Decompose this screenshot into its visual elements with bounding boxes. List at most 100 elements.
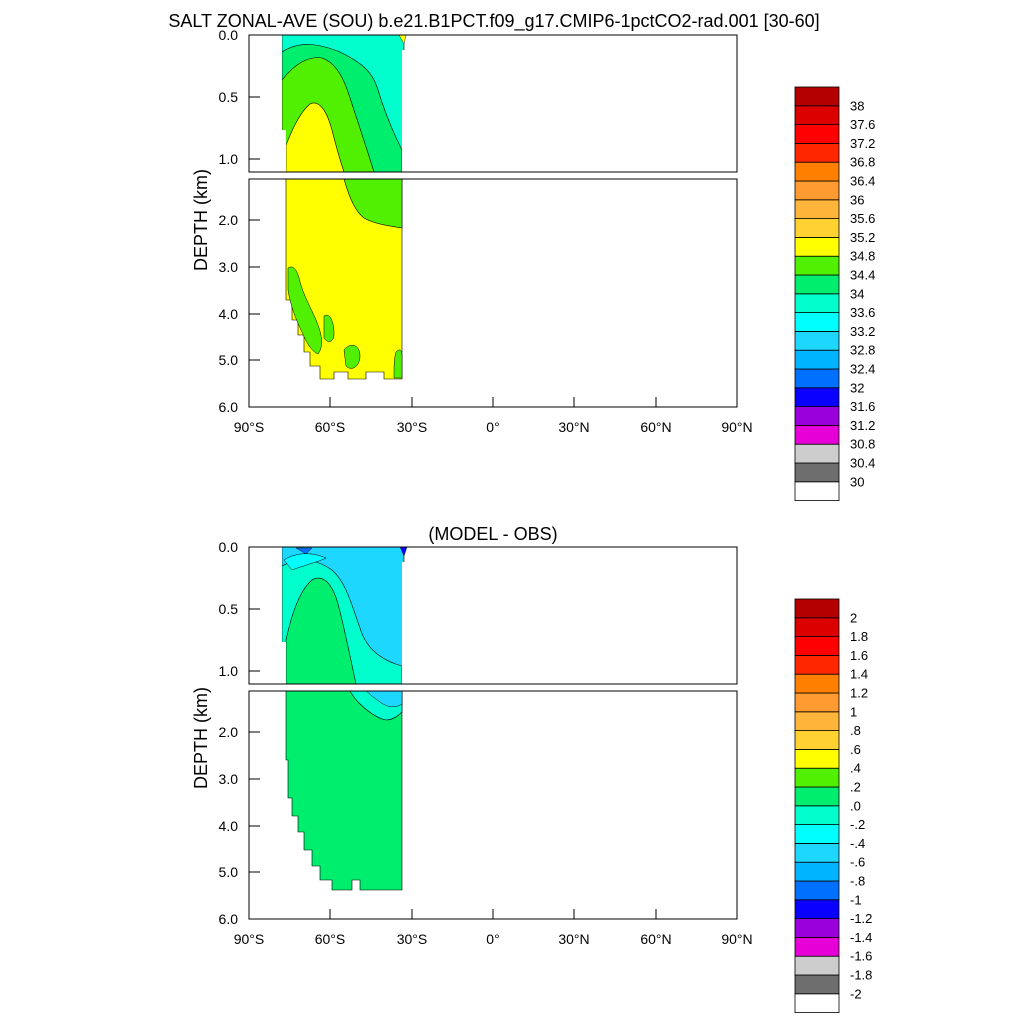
- bottom-colorbar-box: [794, 993, 840, 1013]
- top-upper-mask: [249, 35, 286, 172]
- bottom-colorbar-label: 1.6: [850, 648, 868, 663]
- bottom-colorbar-label: -.8: [850, 874, 865, 889]
- top-colorbar-label: 38: [850, 98, 864, 113]
- bottom-colorbar-label: .8: [850, 723, 861, 738]
- top-y-tick-label: 0.0: [219, 27, 239, 43]
- bottom-colorbar-box: [794, 955, 840, 976]
- top-colorbar-label: 31.2: [850, 418, 875, 433]
- top-colorbar-label: 34.4: [850, 268, 875, 283]
- bottom-colorbar-box: [794, 598, 840, 619]
- top-x-tick-label: 60°N: [640, 419, 671, 435]
- top-colorbar-box: [794, 199, 840, 220]
- top-colorbar-label: 33.2: [850, 324, 875, 339]
- bottom-y-tick-label: 1.0: [219, 663, 239, 679]
- top-colorbar-box: [794, 142, 840, 163]
- bottom-lower-region-lightblue: [365, 690, 403, 707]
- bottom-x-tick-label: 0°: [486, 931, 499, 947]
- top-upper-panel-fill: [249, 34, 407, 173]
- top-colorbar-label: 30.4: [850, 456, 875, 471]
- bottom-colorbar: -2 -1.8 -1.6 -1.4 -1.2 -1 -.8 -.6 -.4 -.2 .0 .2 .4 .6…: [794, 598, 872, 1013]
- bottom-colorbar-box: [794, 899, 840, 919]
- top-colorbar-box: [794, 236, 840, 257]
- bottom-colorbar-box: [794, 749, 840, 769]
- top-y-tick-label: 6.0: [219, 399, 239, 415]
- top-y-tick-label: 3.0: [219, 259, 239, 275]
- top-upper-mask-right: [402, 50, 406, 172]
- bottom-colorbar-box: [794, 880, 840, 901]
- top-lower-panel-fill: [285, 178, 403, 380]
- top-colorbar-box: [794, 462, 840, 483]
- top-colorbar-box: [794, 86, 840, 107]
- bottom-x-ticks: [329, 909, 657, 919]
- bottom-colorbar-box: [794, 974, 840, 995]
- top-upper-region-yellow: [285, 102, 345, 173]
- bottom-colorbar-label: -1.8: [850, 968, 872, 983]
- bottom-colorbar-label: -1: [850, 892, 862, 907]
- bottom-x-tick-label: 90°S: [234, 931, 265, 947]
- top-colorbar-box: [794, 406, 840, 426]
- bottom-y-ticks-lower: [249, 731, 260, 873]
- bottom-colorbar-box: [794, 673, 840, 694]
- bottom-y-tick-label: 3.0: [219, 771, 239, 787]
- bottom-lower-region-green: [285, 690, 403, 891]
- bottom-colorbar-label: 2: [850, 610, 857, 625]
- bottom-upper-region-cyan2: [283, 553, 327, 571]
- top-colorbar-label: 34.8: [850, 249, 875, 264]
- top-x-tick-labels: 90°S 60°S 30°S 0° 30°N 60°N 90°N: [234, 419, 753, 435]
- bottom-colorbar-box: [794, 711, 840, 731]
- top-colorbar-label: 31.6: [850, 399, 875, 414]
- bottom-colorbar-box: [794, 655, 840, 675]
- bottom-plot: 0.0 0.5 1.0 2.0 3.0 4.0 5.0 6.0 90°S 60°…: [191, 539, 872, 1013]
- bottom-colorbar-label: -1.2: [850, 911, 872, 926]
- top-x-ticks: [329, 397, 657, 407]
- top-colorbar-label: 37.6: [850, 117, 875, 132]
- bottom-colorbar-box: [794, 636, 840, 656]
- bottom-colorbar-box: [794, 918, 840, 938]
- bottom-x-tick-label: 30°N: [558, 931, 589, 947]
- bottom-colorbar-label: 1: [850, 704, 857, 719]
- bottom-y-ticks-upper: [249, 546, 260, 672]
- top-colorbar: 30 30.4 30.8 31.2 31.6 32 32.4 32.8 33.2 33.6 34 34…: [794, 86, 875, 501]
- bottom-upper-mask-right: [402, 562, 406, 684]
- top-y-tick-label: 4.0: [219, 306, 239, 322]
- bottom-colorbar-box: [794, 767, 840, 788]
- bottom-colorbar-label: 1.4: [850, 667, 868, 682]
- top-x-tick-label: 90°S: [234, 419, 265, 435]
- bottom-colorbar-box: [794, 805, 840, 825]
- top-colorbar-box: [794, 424, 840, 445]
- bottom-x-tick-label: 30°S: [397, 931, 428, 947]
- top-colorbar-label: 35.2: [850, 230, 875, 245]
- bottom-plot-title: (MODEL - OBS): [428, 524, 557, 544]
- bottom-lower-panel-fill: [285, 690, 403, 891]
- top-y-axis-label: DEPTH (km): [191, 169, 211, 271]
- bottom-colorbar-box: [794, 843, 840, 863]
- top-upper-frame: [248, 34, 738, 173]
- top-x-tick-label: 60°S: [315, 419, 346, 435]
- top-plot: 0.0 0.5 1.0 2.0 3.0 4.0 5.0 6.0 90°S 60°…: [191, 27, 875, 501]
- top-colorbar-label: 32: [850, 380, 864, 395]
- top-y-tick-label: 1.0: [219, 151, 239, 167]
- top-colorbar-box: [794, 330, 840, 351]
- top-colorbar-box: [794, 161, 840, 182]
- top-colorbar-label: 36: [850, 192, 864, 207]
- bottom-colorbar-label: .0: [850, 798, 861, 813]
- bottom-x-tick-label: 90°N: [721, 931, 752, 947]
- bottom-upper-frame: [248, 546, 738, 685]
- top-y-tick-label: 0.5: [219, 89, 239, 105]
- top-colorbar-box: [794, 481, 840, 501]
- bottom-y-axis-label: DEPTH (km): [191, 687, 211, 789]
- bottom-colorbar-box: [794, 937, 840, 957]
- top-colorbar-box: [794, 105, 840, 126]
- bottom-colorbar-box: [794, 861, 840, 882]
- bottom-colorbar-label: -1.6: [850, 949, 872, 964]
- top-y-ticks-upper: [249, 34, 260, 160]
- top-y-tick-label: 5.0: [219, 352, 239, 368]
- top-colorbar-label: 37.2: [850, 136, 875, 151]
- bottom-upper-spot-purple: [295, 547, 313, 555]
- top-colorbar-label: 30: [850, 474, 864, 489]
- bottom-y-tick-label: 0.5: [219, 601, 239, 617]
- top-lower-region-green-patch2: [323, 314, 335, 342]
- bottom-y-tick-label: 2.0: [219, 724, 239, 740]
- bottom-colorbar-box: [794, 617, 840, 637]
